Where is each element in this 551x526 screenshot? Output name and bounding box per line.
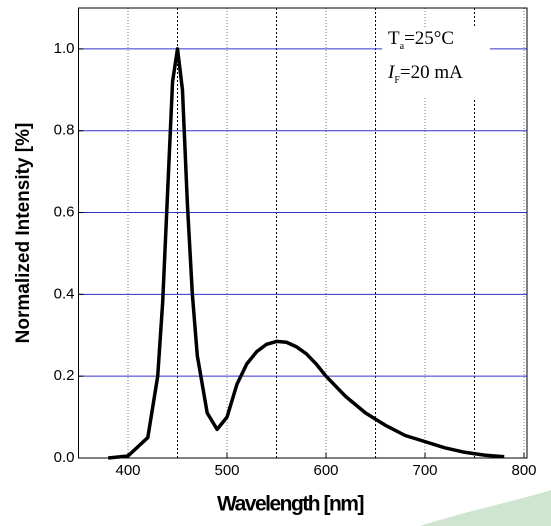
x-tick-label: 600 [314, 462, 339, 479]
plot-frame [78, 7, 528, 459]
y-tick-label: 0.0 [54, 449, 75, 466]
annotation-sub: a [400, 41, 405, 52]
annotation-sub: F [394, 75, 400, 86]
annotation-rest: =20 mA [400, 62, 463, 83]
y-axis-label: Normalized Intensity [%] [13, 123, 34, 344]
y-tick-label: 1.0 [54, 40, 75, 57]
x-tick-label: 800 [512, 462, 537, 479]
annotation: Ta=25°C [388, 28, 454, 52]
x-tick-label: 700 [413, 462, 438, 479]
y-tick-label: 0.6 [54, 204, 75, 221]
annotation: IF=20 mA [387, 62, 463, 86]
decoration [420, 490, 551, 526]
annotation-main: T [388, 28, 400, 49]
annotation-main: I [387, 62, 396, 83]
annotation-rest: =25°C [404, 28, 454, 49]
x-axis-label: Wavelength [nm] [217, 493, 363, 516]
x-tick-label: 400 [115, 462, 140, 479]
y-tick-label: 0.4 [54, 285, 75, 302]
y-tick-label: 0.8 [54, 122, 75, 139]
y-tick-label: 0.2 [54, 367, 75, 384]
x-tick-label: 500 [214, 462, 239, 479]
spectrum-line [108, 47, 505, 460]
annotation-box [382, 28, 490, 98]
